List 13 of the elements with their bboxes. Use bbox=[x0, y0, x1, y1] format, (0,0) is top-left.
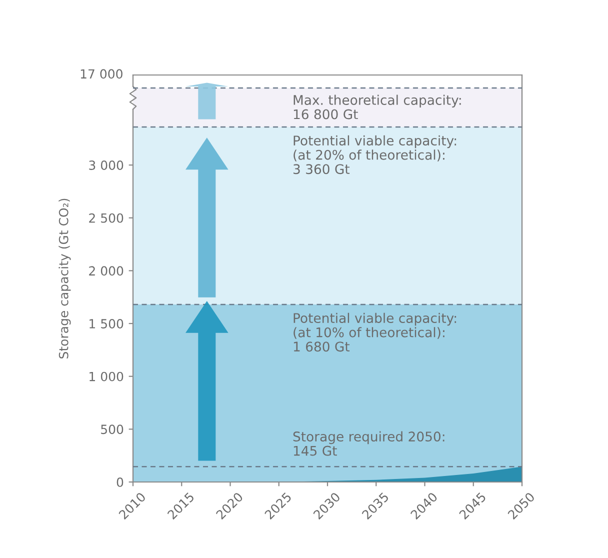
y-tick-label: 1 500 bbox=[90, 318, 124, 328]
text: Max. theoretical capacity: 16 800 Gt bbox=[294, 94, 461, 120]
y-tick-label: 1 000 bbox=[90, 372, 124, 382]
ref-line-label: Potential viable capacity: (at 20% of theoretical): 3 360 Gt bbox=[293, 135, 456, 174]
y-tick-label: 2 500 bbox=[89, 213, 124, 223]
y-tick-label: 0 bbox=[116, 477, 124, 487]
text: Storage capacity (Gt CO₂) bbox=[58, 198, 71, 358]
ref-line-label: Storage required 2050: 145 Gt bbox=[293, 431, 444, 456]
y-tick-label: 500 bbox=[101, 424, 124, 434]
y-tick-label: 2 000 bbox=[89, 266, 124, 276]
ref-line-label: Potential viable capacity: (at 10% of theoretical): 1 680 Gt bbox=[294, 312, 456, 352]
text: 17 000 bbox=[80, 69, 122, 79]
y-tick-label: 3 000 bbox=[89, 160, 124, 170]
